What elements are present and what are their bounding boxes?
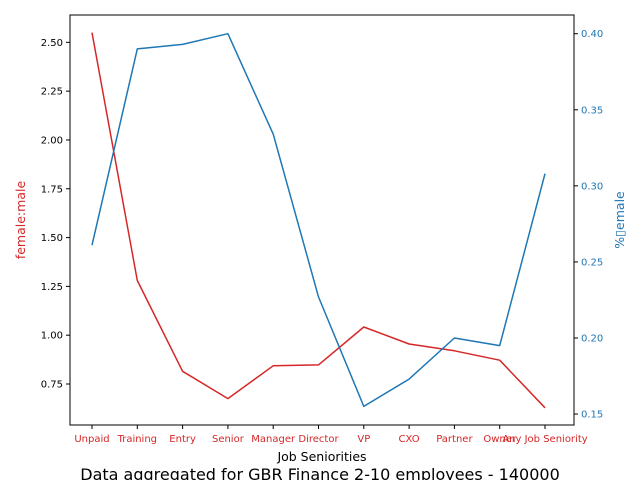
y-left-tick-label: 2.25 xyxy=(41,87,63,98)
plot-area xyxy=(91,32,546,409)
y-axis-left: 0.75 1.00 1.25 1.50 1.75 2.00 2.25 2.50 xyxy=(41,38,70,391)
y-axis-right-label: %▯emale xyxy=(612,191,627,249)
y-axis-left-label: female:male xyxy=(13,181,28,260)
y-right-tick-label: 0.40 xyxy=(581,29,603,40)
y-axis-right: 0.15 0.20 0.25 0.30 0.35 0.40 xyxy=(574,29,603,421)
y-right-tick-label: 0.35 xyxy=(581,105,603,116)
series-line-0 xyxy=(91,32,546,409)
x-tick-label: Any Job Seniority xyxy=(502,434,587,445)
y-left-tick-label: 1.00 xyxy=(41,331,63,342)
x-tick-label: CXO xyxy=(399,434,420,445)
x-tick-label: Owner xyxy=(483,434,517,445)
y-right-tick-label: 0.30 xyxy=(581,181,603,192)
x-tick-label: Manager xyxy=(251,434,296,445)
y-left-tick-label: 2.00 xyxy=(41,135,63,146)
x-axis: Unpaid Training Entry Senior Manager Director… xyxy=(74,425,588,445)
y-left-tick-label: 0.75 xyxy=(41,380,63,391)
plot-frame xyxy=(69,14,575,426)
x-tick-label: VP xyxy=(357,434,370,445)
x-tick-label: Entry xyxy=(169,434,196,445)
x-tick-label: Unpaid xyxy=(74,434,109,445)
y-left-tick-label: 1.50 xyxy=(41,233,63,244)
y-left-tick-label: 2.50 xyxy=(41,38,63,49)
x-tick-label: Training xyxy=(117,434,157,445)
y-right-tick-label: 0.15 xyxy=(581,410,603,421)
x-tick-label: Partner xyxy=(436,434,473,445)
y-left-tick-label: 1.75 xyxy=(41,184,63,195)
x-tick-label: Senior xyxy=(212,434,245,445)
y-left-tick-label: 1.25 xyxy=(41,282,63,293)
y-right-tick-label: 0.20 xyxy=(581,333,603,344)
x-tick-label: Director xyxy=(298,434,339,445)
y-right-tick-label: 0.25 xyxy=(581,257,603,268)
x-axis-label: Job Seniorities xyxy=(276,449,366,464)
chart-title: Data aggregated for GBR Finance 2-10 emp… xyxy=(80,465,560,480)
series-line-1 xyxy=(91,32,546,408)
